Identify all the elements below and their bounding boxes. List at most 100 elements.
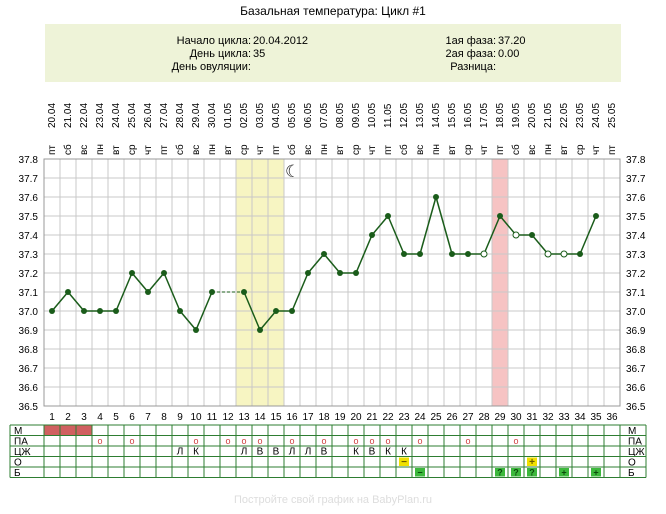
y-tick-label-left: 37.2 bbox=[19, 269, 39, 280]
day-number-label: 32 bbox=[542, 412, 554, 423]
row-mark: В bbox=[369, 447, 376, 458]
temperature-point bbox=[97, 308, 103, 314]
weekday-label: вс bbox=[415, 145, 426, 155]
weekday-label: вт bbox=[447, 145, 458, 155]
row-mark: В bbox=[273, 447, 280, 458]
phase1-label: 1ая фаза: bbox=[445, 35, 496, 47]
pregnancy-test-mark: ? bbox=[529, 468, 535, 478]
row-label-right: Б bbox=[628, 468, 635, 479]
weekday-label: пн bbox=[95, 144, 106, 155]
y-tick-label-left: 37.3 bbox=[19, 250, 39, 261]
row-mark: o bbox=[289, 436, 294, 446]
date-label: 24.05 bbox=[591, 103, 602, 128]
day-number-label: 31 bbox=[526, 412, 538, 423]
menstruation-band bbox=[492, 159, 508, 406]
day-number-label: 35 bbox=[590, 412, 602, 423]
temperature-point bbox=[529, 232, 535, 238]
date-label: 29.04 bbox=[191, 103, 202, 128]
temperature-point bbox=[289, 308, 295, 314]
row-label-right: ЦЖ bbox=[628, 447, 645, 458]
moon-icon: ☾ bbox=[285, 162, 300, 182]
weekday-label: вт bbox=[335, 145, 346, 155]
weekday-label: пт bbox=[495, 145, 506, 155]
temperature-point bbox=[257, 327, 263, 333]
day-number-label: 34 bbox=[574, 412, 586, 423]
pregnancy-test-box bbox=[495, 468, 505, 477]
y-tick-label-left: 37.1 bbox=[19, 288, 39, 299]
day-number-label: 16 bbox=[286, 412, 298, 423]
y-tick-label-right: 37.2 bbox=[626, 269, 646, 280]
temperature-point bbox=[417, 251, 423, 257]
row-mark: o bbox=[257, 436, 262, 446]
y-tick-label-left: 36.7 bbox=[19, 364, 39, 375]
temperature-line-segment bbox=[131, 272, 149, 293]
row-mark: o bbox=[193, 436, 198, 446]
temperature-line-segment bbox=[579, 215, 597, 255]
date-label: 17.05 bbox=[479, 103, 490, 128]
weekday-label: пт bbox=[47, 145, 58, 155]
pregnancy-test-box bbox=[591, 468, 601, 477]
row-label-right: ПА bbox=[628, 437, 642, 448]
day-number-label: 6 bbox=[129, 412, 135, 423]
weekday-label: вс bbox=[527, 145, 538, 155]
pregnancy-test-mark: ? bbox=[497, 468, 503, 478]
temperature-point bbox=[353, 270, 359, 276]
date-label: 06.05 bbox=[303, 103, 314, 128]
y-tick-label-left: 36.8 bbox=[19, 345, 39, 356]
phase1-value: 37.20 bbox=[498, 35, 526, 47]
row-mark: o bbox=[97, 436, 102, 446]
ovulation-day-label: День овуляции: bbox=[171, 61, 251, 73]
date-label: 08.05 bbox=[335, 103, 346, 128]
day-number-label: 15 bbox=[270, 412, 282, 423]
y-tick-label-right: 37.3 bbox=[626, 250, 646, 261]
weekday-label: пт bbox=[607, 145, 618, 155]
weekday-label: вс bbox=[191, 145, 202, 155]
day-number-label: 27 bbox=[462, 412, 474, 423]
row-mark: К bbox=[385, 447, 391, 458]
y-tick-label-left: 36.6 bbox=[19, 383, 39, 394]
temperature-point bbox=[209, 289, 215, 295]
weekday-label: сб bbox=[174, 144, 186, 155]
temperature-point bbox=[177, 308, 183, 314]
temperature-line-segment bbox=[115, 272, 133, 312]
pregnancy-test-mark: + bbox=[593, 468, 598, 478]
day-number-label: 10 bbox=[190, 412, 202, 423]
y-tick-label-left: 37.4 bbox=[19, 231, 39, 242]
temperature-point-hollow bbox=[544, 250, 552, 258]
date-label: 19.05 bbox=[511, 103, 522, 128]
temperature-point bbox=[321, 251, 327, 257]
date-label: 03.05 bbox=[255, 103, 266, 128]
day-number-label: 3 bbox=[81, 412, 87, 423]
row-mark: Л bbox=[177, 447, 184, 458]
row-mark: o bbox=[129, 436, 134, 446]
row-mark: o bbox=[353, 436, 358, 446]
date-label: 23.04 bbox=[95, 103, 106, 128]
row-mark: o bbox=[513, 436, 518, 446]
row-mark: o bbox=[417, 436, 422, 446]
temperature-line-segment bbox=[179, 310, 197, 331]
row-label-left: О bbox=[14, 458, 22, 469]
temperature-line-segment bbox=[259, 310, 277, 331]
day-number-label: 29 bbox=[494, 412, 506, 423]
day-number-label: 23 bbox=[398, 412, 410, 423]
y-tick-label-right: 36.9 bbox=[626, 326, 646, 337]
temperature-line-segment bbox=[387, 215, 405, 255]
weekday-label: чт bbox=[479, 145, 490, 155]
temperature-line-segment bbox=[195, 291, 213, 331]
y-tick-label-right: 37.6 bbox=[626, 193, 646, 204]
day-number-label: 36 bbox=[606, 412, 618, 423]
weekday-label: сб bbox=[286, 144, 298, 155]
day-number-label: 28 bbox=[478, 412, 490, 423]
day-number-label: 21 bbox=[366, 412, 378, 423]
day-number-label: 26 bbox=[446, 412, 458, 423]
date-label: 20.05 bbox=[527, 103, 538, 128]
weekday-label: сб bbox=[398, 144, 410, 155]
fertile-band bbox=[236, 159, 284, 406]
y-tick-label-right: 37.0 bbox=[626, 307, 646, 318]
y-tick-label-left: 37.5 bbox=[19, 212, 39, 223]
date-label: 02.05 bbox=[239, 103, 250, 128]
weekday-label: вт bbox=[223, 145, 234, 155]
cycle-start-label: Начало цикла: bbox=[176, 35, 251, 47]
date-label: 21.04 bbox=[63, 103, 74, 128]
temperature-point bbox=[193, 327, 199, 333]
